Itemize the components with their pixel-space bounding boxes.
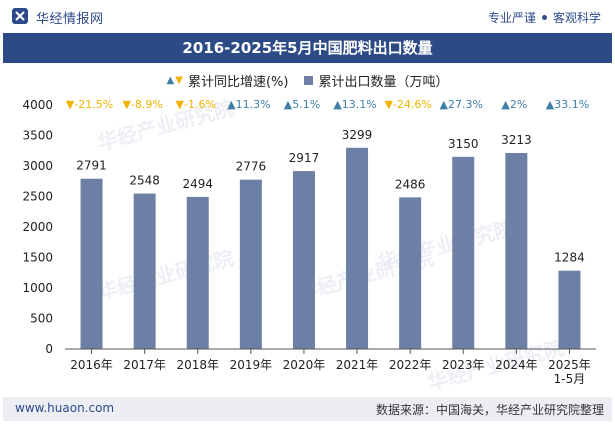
legend-growth: ▲ ▼ 累计同比增速(%) <box>167 71 289 90</box>
x-category-label: 2019年 <box>230 358 273 372</box>
tagline-right: 客观科学 <box>552 11 601 25</box>
huajing-logo-icon <box>12 8 28 24</box>
y-tick-label: 2500 <box>22 190 53 204</box>
y-tick-label: 4000 <box>22 98 53 112</box>
bar-value-label: 2791 <box>76 159 107 173</box>
y-axis: 0 500 1000 1500 2000 2500 3000 3500 4000 <box>22 98 53 356</box>
chart-legend: ▲ ▼ 累计同比增速(%) 累计出口数量（万吨） <box>0 71 615 90</box>
x-category-label: 2021年 <box>336 358 379 372</box>
footer-bar: www.huaon.com 数据来源：中国海关，华经产业研究院整理 <box>3 397 612 421</box>
triangle-up-icon: ▲ <box>546 98 555 111</box>
tagline: 专业严谨 客观科学 <box>488 9 601 26</box>
triangle-up-icon: ▲ <box>440 98 449 111</box>
triangle-up-icon: ▲ <box>166 74 175 86</box>
growth-value: 11.3% <box>236 98 271 111</box>
triangle-down-icon: ▼ <box>66 98 75 111</box>
growth-value: 13.1% <box>342 98 377 111</box>
watermark-layer: 华经产业研究院华经产业研究院华经产业研究院华经产业研究院华经产业研究院 <box>95 95 566 394</box>
legend-bar-swatch <box>304 75 314 85</box>
growth-label: ▼-8.9% <box>122 98 162 111</box>
bar-value-label: 2776 <box>236 160 267 174</box>
y-tick-label: 2000 <box>22 220 53 234</box>
growth-value: -8.9% <box>131 98 163 111</box>
legend-growth-label: 累计同比增速(%) <box>187 74 289 90</box>
growth-value: 5.1% <box>292 98 320 111</box>
triangle-down-icon: ▼ <box>176 98 185 111</box>
y-tick-label: 3500 <box>22 129 53 143</box>
bar-value-label: 3299 <box>342 128 373 142</box>
bar-value-label: 2486 <box>395 177 426 191</box>
x-category-label: 2022年 <box>389 358 432 372</box>
site-url[interactable]: www.huaon.com <box>15 401 115 415</box>
growth-value: -1.6% <box>184 98 216 111</box>
x-category-label: 2017年 <box>123 358 166 372</box>
x-category-label: 1-5月 <box>554 372 586 386</box>
triangle-down-icon: ▼ <box>122 98 131 111</box>
bar <box>558 270 581 349</box>
growth-label: ▲5.1% <box>284 98 320 111</box>
growth-value: 33.1% <box>554 98 589 111</box>
triangle-up-icon: ▲ <box>284 98 293 111</box>
data-source: 数据来源：中国海关，华经产业研究院整理 <box>375 403 604 417</box>
bar-value-label: 3213 <box>501 133 532 147</box>
top-bar: 华经情报网 专业严谨 客观科学 <box>0 0 615 33</box>
tagline-left: 专业严谨 <box>487 11 536 25</box>
growth-label: ▼-21.5% <box>66 98 113 111</box>
growth-label: ▲27.3% <box>440 98 483 111</box>
growth-label: ▲11.3% <box>227 98 270 111</box>
growth-label: ▲13.1% <box>333 98 376 111</box>
triangle-up-icon: ▲ <box>333 98 342 111</box>
growth-label: ▲33.1% <box>546 98 589 111</box>
bar-value-label: 3150 <box>448 137 479 151</box>
bar-value-label: 2494 <box>182 177 213 191</box>
y-tick-label: 1500 <box>22 251 53 265</box>
triangle-down-icon: ▼ <box>175 74 183 86</box>
chart-title: 2016-2025年5月中国肥料出口数量 <box>182 39 433 57</box>
growth-value: -24.6% <box>393 98 432 111</box>
bar-value-label: 2548 <box>129 174 160 188</box>
bar <box>346 147 369 349</box>
legend-quantity-label: 累计出口数量（万吨） <box>318 74 449 90</box>
growth-value: 27.3% <box>448 98 483 111</box>
bar <box>505 153 528 349</box>
growth-label: ▲2% <box>501 98 527 111</box>
y-tick-label: 3000 <box>22 159 53 173</box>
triangle-up-icon: ▲ <box>227 98 236 111</box>
legend-quantity: 累计出口数量（万吨） <box>304 71 448 90</box>
y-tick-label: 500 <box>30 312 53 326</box>
growth-value: 2% <box>510 98 527 111</box>
bar <box>239 179 262 349</box>
bar <box>399 197 422 349</box>
bar <box>452 156 475 349</box>
triangle-down-icon: ▼ <box>384 98 393 111</box>
bar <box>133 193 156 349</box>
growth-labels: ▼-21.5% ▼-8.9% ▼-1.6% ▲11.3% ▲5.1% ▲13.1% ▼-24… <box>66 98 589 111</box>
growth-label: ▼-1.6% <box>176 98 216 111</box>
x-axis: 2016年 2017年 2018年 2019年 2020年 2021年 2022年 2023年… <box>65 348 596 386</box>
x-category-label: 2018年 <box>176 358 219 372</box>
bar-value-label: 2917 <box>289 151 320 165</box>
x-category-label: 2016年 <box>70 358 113 372</box>
bar <box>186 196 209 349</box>
watermark-text: 华经产业研究院 <box>375 215 516 274</box>
triangle-up-icon: ▲ <box>501 98 510 111</box>
watermark-text: 华经产业研究院 <box>95 245 236 304</box>
tagline-separator-dot <box>541 15 547 20</box>
growth-value: -21.5% <box>74 98 113 111</box>
x-category-label: 2023年 <box>442 358 485 372</box>
bar <box>80 178 103 349</box>
x-category-label: 2024年 <box>495 358 538 372</box>
y-tick-label: 0 <box>45 342 53 356</box>
y-tick-label: 1000 <box>22 281 53 295</box>
bar <box>292 171 315 349</box>
title-bar: 2016-2025年5月中国肥料出口数量 <box>3 33 612 63</box>
bar-series: 2791 2548 2494 2776 2917 3299 2486 3150 3213 1284 <box>76 128 585 349</box>
x-category-label: 2025年 <box>548 358 591 372</box>
growth-label: ▼-24.6% <box>384 98 431 111</box>
brand-name: 华经情报网 <box>36 12 104 27</box>
x-category-label: 2020年 <box>283 358 326 372</box>
bar-value-label: 1284 <box>554 251 585 265</box>
